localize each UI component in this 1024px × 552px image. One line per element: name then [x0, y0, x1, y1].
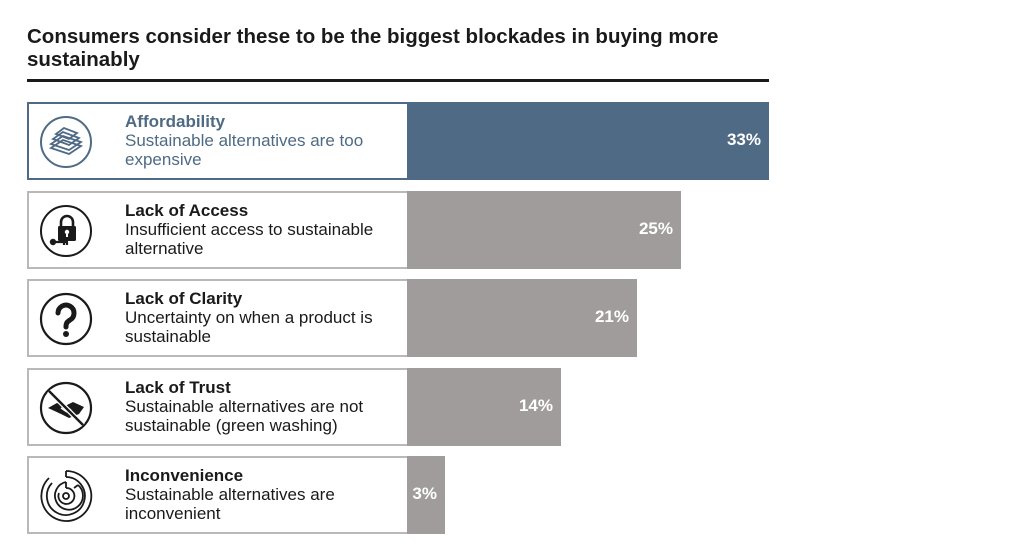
category-description: Uncertainty on when a product is sustain… [125, 308, 373, 346]
category-label-box: Lack of Clarity Uncertainty on when a pro… [27, 279, 409, 357]
category-name: Lack of Clarity [125, 289, 243, 308]
data-label: 21% [594, 307, 629, 326]
category-label-box: Lack of Trust Sustainable alternatives ar… [27, 368, 409, 446]
bar-row: Inconvenience Sustainable alternatives ar… [27, 456, 769, 534]
category-description: Sustainable alternatives are too expensi… [125, 131, 364, 169]
maze-icon [39, 469, 93, 523]
bar: 25% [407, 191, 681, 269]
category-label-box: Lack of Access Insufficient access to sus… [27, 191, 409, 269]
bar: 14% [407, 368, 561, 446]
money-stack-icon [39, 115, 93, 169]
question-mark-icon [39, 292, 93, 346]
bar: 33% [407, 102, 769, 180]
category-text: Affordability Sustainable alternatives ar… [125, 112, 400, 169]
chart-title: Consumers consider these to be the bigge… [27, 25, 719, 71]
data-label: 33% [726, 130, 761, 149]
category-description: Sustainable alternatives are inconvenien… [125, 485, 335, 523]
category-name: Lack of Trust [125, 378, 231, 397]
category-name: Lack of Access [125, 201, 249, 220]
bar: 21% [407, 279, 637, 357]
data-label: 14% [518, 396, 553, 415]
title-divider [27, 79, 769, 82]
bar-row: Lack of Access Insufficient access to sus… [27, 191, 769, 269]
bar-row: Lack of Trust Sustainable alternatives ar… [27, 368, 769, 446]
padlock-key-icon [39, 204, 93, 258]
category-label-box: Inconvenience Sustainable alternatives ar… [27, 456, 409, 534]
category-text: Lack of Access Insufficient access to sus… [125, 201, 400, 258]
category-name: Affordability [125, 112, 226, 131]
category-text: Lack of Trust Sustainable alternatives ar… [125, 378, 400, 435]
bar-row: Affordability Sustainable alternatives ar… [27, 102, 769, 180]
no-handshake-icon [39, 381, 93, 435]
category-description: Sustainable alternatives are not sustain… [125, 397, 364, 435]
category-text: Inconvenience Sustainable alternatives ar… [125, 466, 400, 523]
bar-row: Lack of Clarity Uncertainty on when a pro… [27, 279, 769, 357]
category-description: Insufficient access to sustainable alter… [125, 220, 374, 258]
bar: 3% [407, 456, 445, 534]
category-label-box: Affordability Sustainable alternatives ar… [27, 102, 409, 180]
data-label: 3% [412, 484, 437, 503]
category-text: Lack of Clarity Uncertainty on when a pro… [125, 289, 400, 346]
data-label: 25% [638, 219, 673, 238]
category-name: Inconvenience [125, 466, 244, 485]
